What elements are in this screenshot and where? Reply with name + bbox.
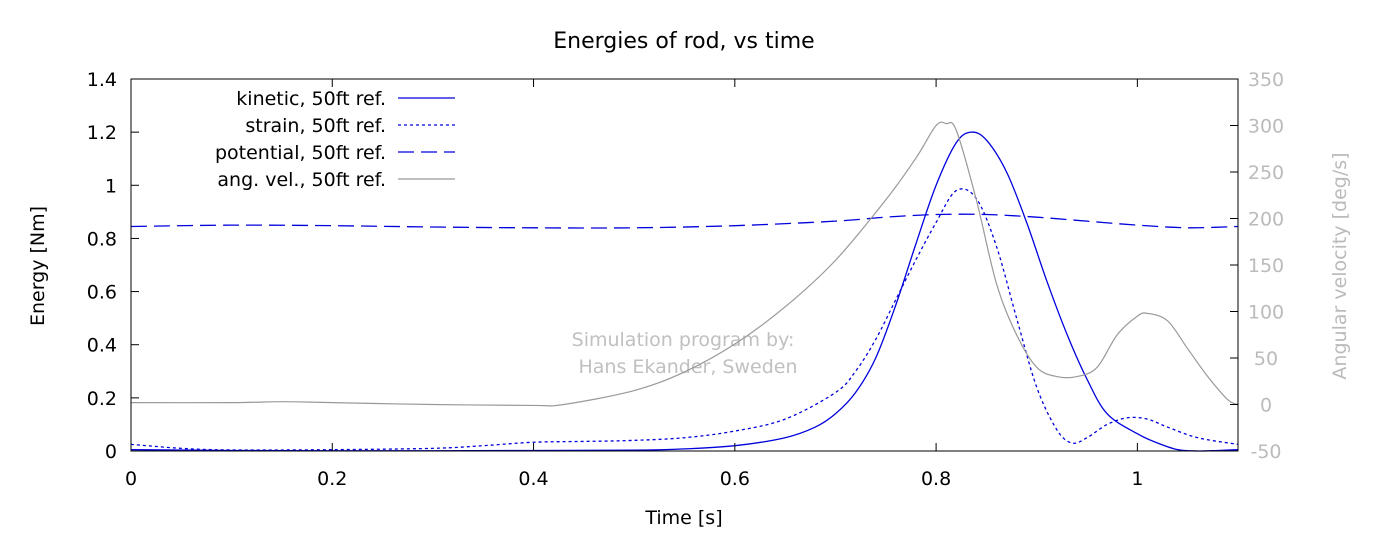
series-line-3: [131, 121, 1238, 407]
y2-tick-label-2: 50: [1254, 348, 1278, 370]
y-tick-label-5: 1: [105, 175, 117, 197]
y-tick-label-1: 0.2: [87, 388, 117, 410]
y2-tick-label-0: -50: [1250, 441, 1281, 463]
watermark-line-1: Simulation program by:: [572, 329, 795, 351]
legend: kinetic, 50ft ref. strain, 50ft ref. poten…: [215, 88, 455, 191]
watermark-line-2: Hans Ekander, Sweden: [579, 356, 798, 378]
y-tick-label-7: 1.4: [87, 69, 117, 91]
x-tick-label-2: 0.4: [518, 468, 548, 490]
y2-tick-label-6: 250: [1248, 162, 1284, 184]
x-tick-label-5: 1: [1131, 468, 1143, 490]
chart-title: Energies of rod, vs time: [553, 29, 814, 54]
legend-label-1: strain, 50ft ref.: [245, 115, 386, 137]
y-tick-label-4: 0.8: [87, 228, 117, 250]
y2-tick-label-8: 350: [1248, 69, 1284, 91]
axes: 0 0.2 0.4 0.6 0.8 1 0 0.2 0.4 0.6 0.8 1 1.2 1.4 -50 0 50…: [87, 69, 1284, 490]
x-tick-label-4: 0.8: [921, 468, 951, 490]
y-tick-label-2: 0.4: [87, 335, 117, 357]
y2-tick-label-7: 300: [1248, 116, 1284, 138]
y2-axis-label: Angular velocity [deg/s]: [1329, 152, 1351, 379]
y-tick-label-6: 1.2: [87, 122, 117, 144]
series-line-1: [131, 188, 1238, 451]
y2-tick-label-1: 0: [1260, 395, 1272, 417]
y2-tick-label-3: 100: [1248, 302, 1284, 324]
y-axis-label: Energy [Nm]: [27, 206, 49, 326]
x-tick-label-1: 0.2: [317, 468, 347, 490]
x-tick-label-0: 0: [125, 468, 137, 490]
legend-label-2: potential, 50ft ref.: [215, 142, 386, 164]
y-tick-label-0: 0: [105, 441, 117, 463]
x-tick-label-3: 0.6: [720, 468, 750, 490]
y-tick-label-3: 0.6: [87, 282, 117, 304]
y2-tick-label-4: 150: [1248, 255, 1284, 277]
y2-tick-label-5: 200: [1248, 209, 1284, 231]
series-line-2: [131, 213, 1238, 229]
x-axis-label: Time [s]: [644, 507, 722, 529]
legend-label-0: kinetic, 50ft ref.: [236, 88, 386, 110]
legend-label-3: ang. vel., 50ft ref.: [217, 169, 386, 191]
watermark: Simulation program by: Hans Ekander, Swe…: [572, 329, 798, 378]
